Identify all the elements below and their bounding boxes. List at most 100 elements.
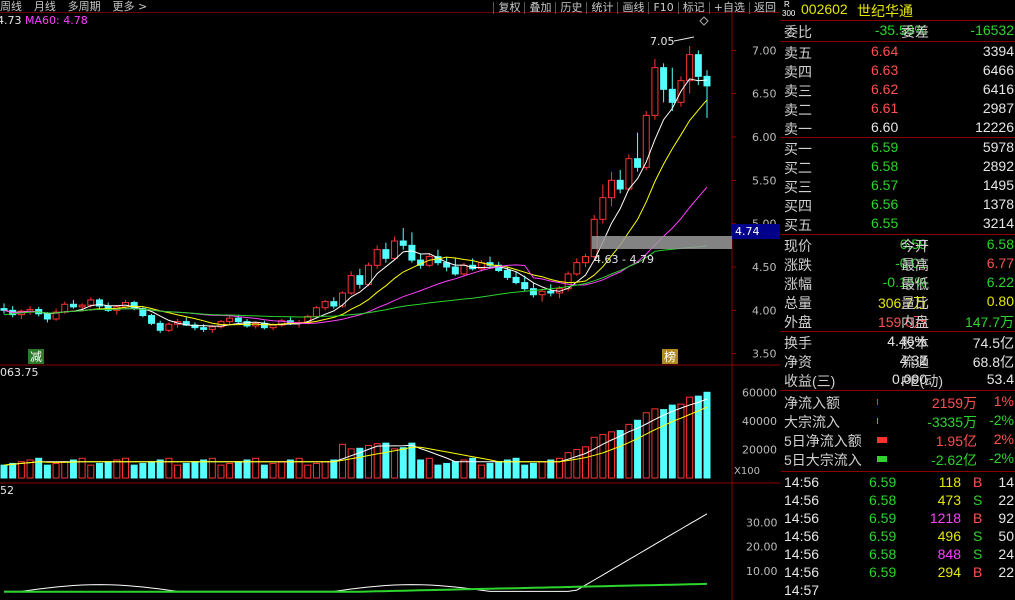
ma60-legend: MA60: 4.78 [25,14,88,27]
tab-weekly[interactable]: 周线 [0,0,22,13]
tab-monthly[interactable]: 月线 [33,0,56,13]
price-tick-label: 4.00 [752,304,777,317]
diamond-icon[interactable] [699,16,709,26]
candle-body [521,282,529,290]
volume-bar [373,443,381,479]
sell-row[interactable]: 卖五 6.64 3394 [781,42,1015,61]
volume-label: 063.75 [0,366,39,379]
volume-bar [139,462,147,479]
volume-bar [547,459,555,479]
volume-bar [226,462,234,479]
candle-body [608,179,616,199]
candle-body [165,323,173,331]
indicator-tick-label: 20.00 [746,541,778,554]
buy-row[interactable]: 买五 6.55 3214 [781,214,1015,233]
volume-bar [555,457,563,479]
draw-line-button[interactable]: 画线 [617,2,648,14]
buy-volume: 3214 [982,215,1014,231]
current-price-tag: 4.74 [732,224,780,239]
tab-more[interactable]: 更多 > [112,0,148,13]
volume-bar [122,457,130,479]
flow-row: 净流入额 2159万 1% [784,393,1014,411]
mark-button[interactable]: 标记 [677,2,709,14]
volume-bar [252,457,260,479]
volume-bar [486,462,494,479]
candle-body [703,75,711,87]
volume-bar [425,457,433,479]
volume-bar [0,464,8,479]
tab-multi-period[interactable]: 多周期 [67,0,101,13]
candle-body [191,324,199,329]
volume-bar [217,464,225,479]
sell-volume: 2987 [982,100,1014,116]
sell-row[interactable]: 卖二 6.61 2987 [781,99,1015,118]
volume-bar [529,462,537,479]
sell-volume: 3394 [982,43,1014,59]
volume-axis: 60000 40000 20000 [742,386,777,456]
candle-body [660,67,668,90]
volume-bar [104,461,112,479]
volume-bar [304,464,312,479]
volume-bar [269,462,277,479]
flow-row: 5日大宗流入 -2.62亿 -2% [784,450,1014,468]
flow-bar [877,399,878,405]
volume-bar [512,457,520,479]
tick-row: 14:56 6.59 118 B 14 [784,474,1014,490]
candle-body [78,304,86,308]
candle-body [321,301,329,309]
candle-body [148,315,156,324]
candle-body [208,326,216,330]
high-price-label: 7.05 [650,35,675,48]
volume-bar [599,434,607,479]
sell-row[interactable]: 卖三 6.62 6416 [781,80,1015,99]
volume-bar [694,395,702,479]
candle-body [226,317,234,323]
stat-row: 现价 6.59 今开 6.58 [784,236,1014,254]
buy-price: 6.59 [871,139,899,155]
restore-rights-button[interactable]: 复权 [493,2,524,14]
candle-body [269,324,277,329]
fundamental-row: 净资 4.32 流通 68.8亿 [784,352,1014,370]
candle-body [347,275,355,294]
buy-row[interactable]: 买二 6.58 2892 [781,157,1015,176]
back-button[interactable]: 返回 [749,2,780,14]
price-tick-label: 6.00 [752,131,777,144]
buy-row[interactable]: 买三 6.57 1495 [781,176,1015,195]
sell-row[interactable]: 卖四 6.63 6466 [781,61,1015,80]
candle-body [642,114,650,168]
volume-bar [243,459,251,479]
buy-row[interactable]: 买一 6.59 5978 [781,138,1015,157]
stat-row: 外盘 159.0万 内盘 147.7万 [784,314,1014,330]
volume-bar [182,462,190,479]
sell-row[interactable]: 卖一 6.60 12226 [781,118,1015,137]
candle-body [0,308,8,311]
buy-label: 买四 [784,198,812,214]
volume-bar [686,396,694,479]
tick-row: 14:56 6.58 848 S 24 [784,546,1014,562]
statistics-button[interactable]: 统计 [586,2,617,14]
candle-body [399,240,407,246]
buy-row[interactable]: 买四 6.56 1378 [781,195,1015,214]
reduce-tag: 减 [28,349,44,364]
kline-chart[interactable]: 7.006.506.005.505.004.504.003.50 6000040… [0,13,780,600]
add-watchlist-button[interactable]: +自选 [708,2,749,14]
volume-bar [538,461,546,479]
buy-label: 买一 [784,141,812,157]
period-tabs: 周线 月线 多周期 更多 > [0,0,155,13]
f10-button[interactable]: F10 [648,2,677,14]
svg-text:榜: 榜 [664,349,676,364]
history-button[interactable]: 历史 [555,2,586,14]
indicator-label: 52 [0,484,14,497]
overlay-button[interactable]: 叠加 [524,2,555,14]
volume-bar [69,459,77,479]
buy-label: 买三 [784,179,812,195]
volume-bar [564,452,572,479]
volume-bar [95,462,103,479]
sell-volume: 12226 [975,119,1014,135]
volume-bar [382,442,390,479]
volume-bar [668,404,676,479]
volume-bar [174,464,182,479]
candle-body [156,322,164,331]
price-tick-label: 4.50 [752,261,777,274]
sell-price: 6.60 [871,119,899,135]
